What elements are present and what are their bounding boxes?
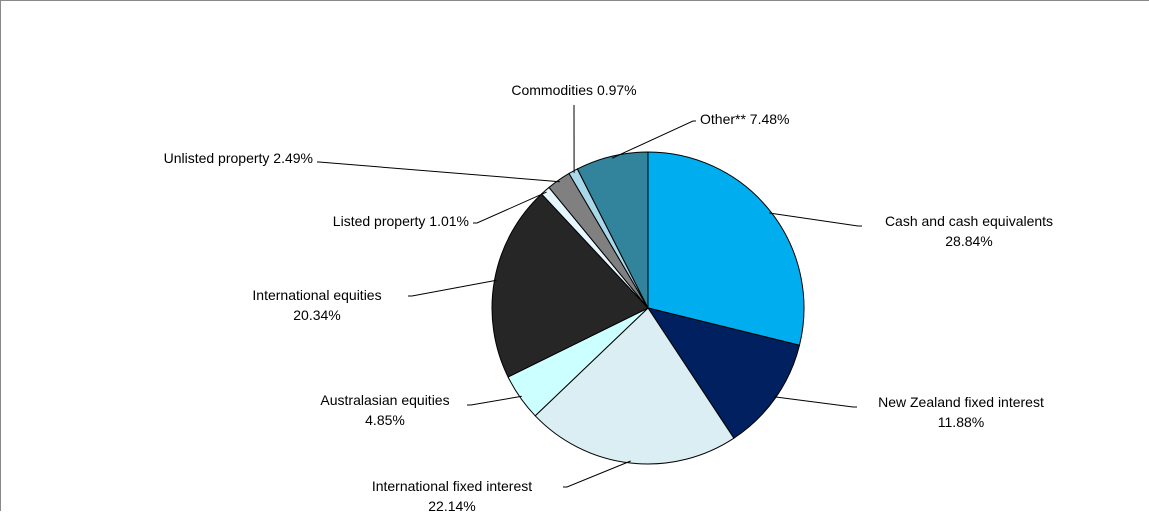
slice-label: New Zealand fixed interest 11.88%	[878, 394, 1044, 430]
slice-label-value: 20.34%	[293, 307, 340, 323]
slice-label-text: Other** 7.48%	[700, 111, 790, 127]
slice-label: Australasian equities 4.85%	[320, 392, 449, 428]
slice-label-name: New Zealand fixed interest	[878, 394, 1044, 410]
slice-label-value: 28.84%	[945, 233, 992, 249]
slice-label: Cash and cash equivalents 28.84%	[885, 213, 1053, 249]
leader-line	[317, 162, 560, 182]
leader-line	[563, 461, 631, 487]
slice-label-value: 4.85%	[365, 412, 405, 428]
slice-label: International equities 20.34%	[252, 287, 381, 323]
slice-label-text: Unlisted property 2.49%	[164, 150, 313, 166]
slice-label: Other** 7.48%	[700, 111, 790, 127]
leader-line	[408, 280, 497, 296]
slice-label: Unlisted property 2.49%	[164, 150, 313, 166]
leader-line	[769, 213, 862, 226]
slice-label-value: 22.14%	[428, 498, 475, 512]
slice-label-text: Commodities 0.97%	[511, 82, 636, 98]
slice-label-name: International fixed interest	[372, 478, 532, 494]
slice-label-text: Listed property 1.01%	[333, 213, 469, 229]
slice-label-name: International equities	[252, 287, 381, 303]
slice-label: Listed property 1.01%	[333, 213, 469, 229]
slice-label-name: Cash and cash equivalents	[885, 213, 1053, 229]
slice-label-value: 11.88%	[938, 414, 984, 430]
slice-label: International fixed interest 22.14%	[372, 478, 532, 512]
slice-label: Commodities 0.97%	[511, 82, 636, 98]
leader-line	[774, 397, 857, 407]
slice-label-name: Australasian equities	[320, 392, 449, 408]
leader-line	[467, 396, 522, 405]
